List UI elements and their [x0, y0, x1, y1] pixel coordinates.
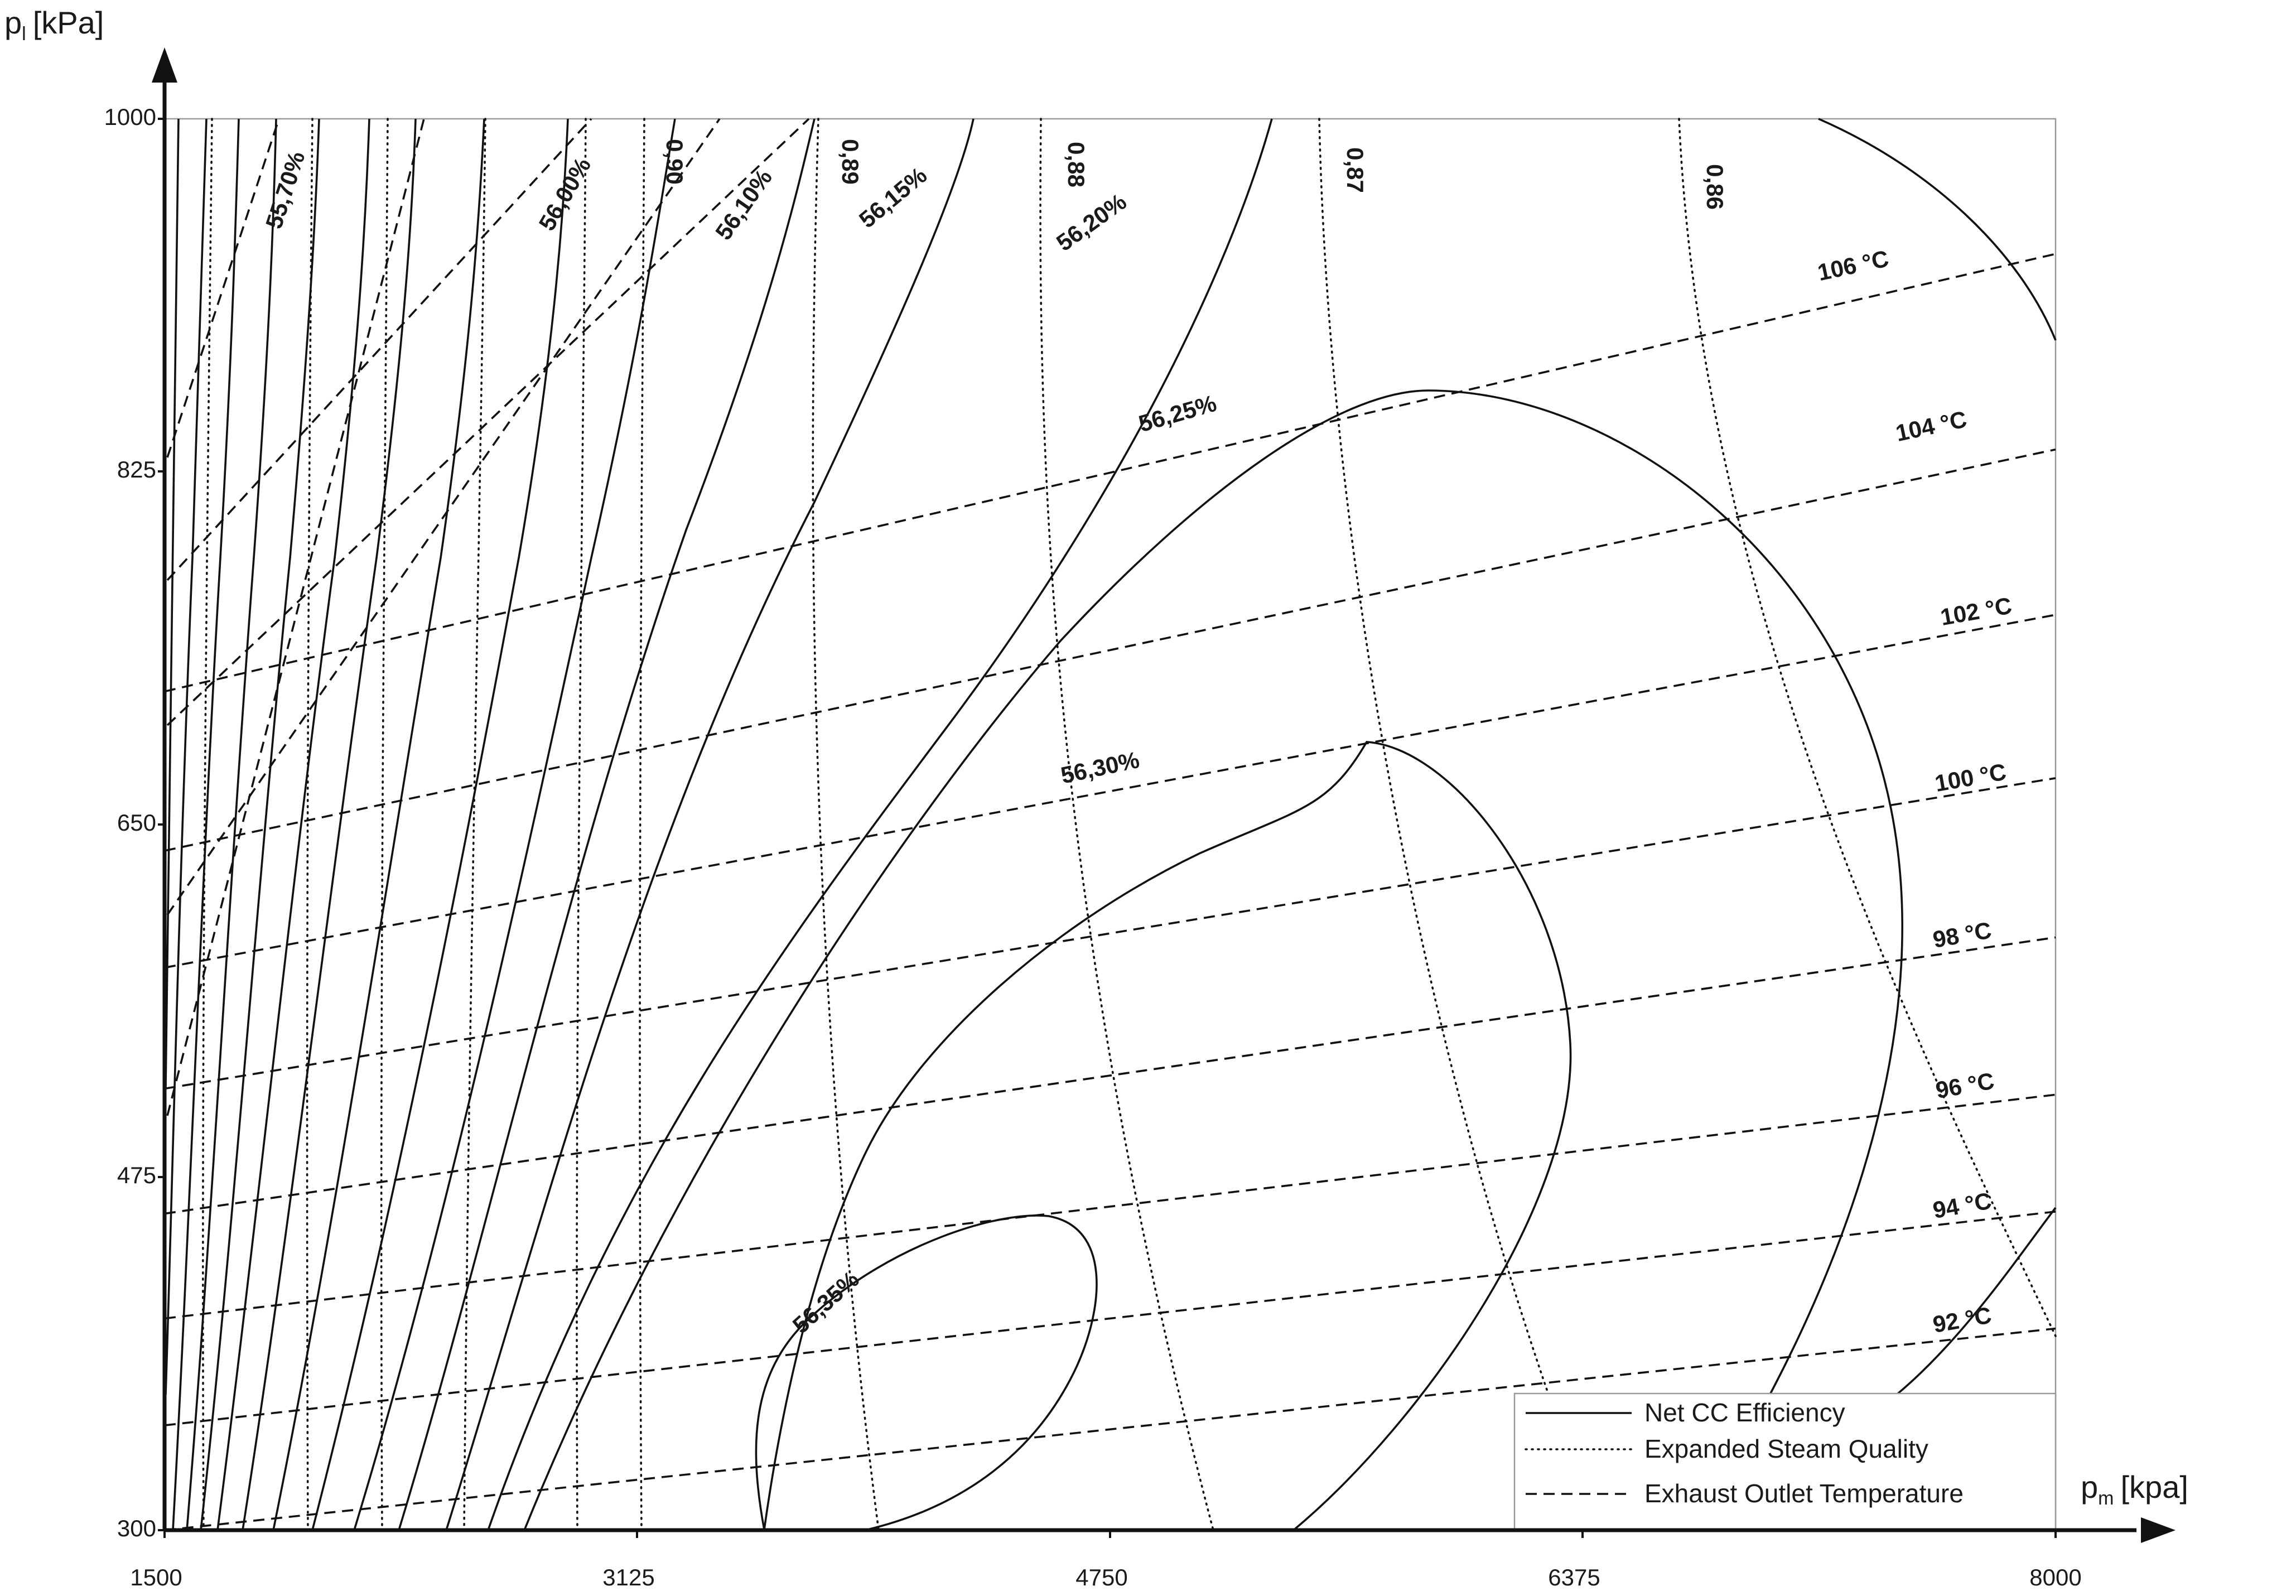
quality-contour-line: [1318, 118, 1571, 1457]
temperature-contour-line: [164, 936, 2056, 1215]
efficiency-contour-line: [523, 389, 1903, 1531]
efficiency-contour-line: [755, 1214, 1098, 1531]
y-tick-label: 300: [117, 1515, 156, 1541]
legend: Net CC Efficiency Expanded Steam Quality…: [1513, 1392, 2057, 1531]
y-axis-label-subscript: l: [22, 23, 26, 45]
efficiency-contour-label: 55,70%: [261, 148, 310, 232]
x-tick-label: 1500: [130, 1564, 182, 1590]
efficiency-contour-line: [311, 118, 569, 1531]
quality-contour-line: [576, 118, 587, 1531]
y-axis-label-symbol: p: [4, 5, 22, 40]
efficiency-contour-line: [172, 118, 240, 1531]
temperature-contour-line: [166, 118, 425, 1116]
contour-labels: 55,70% 56,00% 56,10% 56,15% 56,20%56,25%56,3…: [261, 139, 2014, 1338]
efficiency-contour-line: [1818, 118, 2057, 341]
temperature-contour-line: [166, 118, 280, 458]
temperature-contours: [164, 118, 2056, 1531]
y-tick-label: 475: [117, 1162, 156, 1188]
y-axis-ticks: 300 475 650 825 1000: [104, 104, 165, 1541]
temperature-contour-line: [164, 448, 2056, 852]
quality-contour-line: [639, 118, 645, 1531]
x-tick-label: 3125: [602, 1564, 654, 1590]
quality-contour-line: [1039, 118, 1214, 1531]
axes: [152, 47, 2176, 1543]
quality-contour-label: 0,87: [1342, 147, 1368, 193]
x-axis-label-subscript: m: [2098, 1488, 2114, 1509]
x-axis-ticks: 1500 3125 4750 6375 8000: [130, 1530, 2082, 1590]
temperature-contour-label: 106 °C: [1815, 245, 1891, 286]
legend-label-quality: Expanded Steam Quality: [1644, 1434, 1928, 1463]
efficiency-contours: [165, 118, 2057, 1531]
temperature-contour-label: 94 °C: [1931, 1187, 1993, 1223]
efficiency-contour-label: 56,10%: [710, 165, 777, 245]
temperature-contour-line: [164, 253, 2056, 693]
quality-contour-line: [463, 118, 486, 1531]
quality-contour-label: 0,88: [1063, 142, 1089, 187]
quality-contour-line: [1678, 118, 2057, 1337]
efficiency-contour-line: [165, 118, 180, 1088]
temperature-contour-line: [166, 118, 592, 581]
x-axis-label-symbol: p: [2081, 1469, 2098, 1505]
y-tick-label: 825: [117, 456, 156, 483]
efficiency-contour-line: [216, 118, 370, 1531]
x-axis-arrow: [2141, 1517, 2176, 1543]
y-tick-label: 1000: [104, 104, 156, 130]
efficiency-contour-line: [242, 118, 417, 1531]
quality-contour-line: [380, 118, 389, 1531]
quality-contour-line: [202, 118, 213, 1531]
efficiency-contour-line: [398, 118, 816, 1531]
temperature-contour-line: [164, 777, 2056, 1090]
temperature-contour-label: 96 °C: [1933, 1067, 1996, 1103]
efficiency-contour-label: 56,30%: [1058, 746, 1141, 789]
x-tick-label: 8000: [2029, 1564, 2081, 1590]
efficiency-contour-label: 56,25%: [1136, 390, 1219, 437]
y-axis-label-unit: [kPa]: [33, 5, 104, 40]
legend-label-temperature: Exhaust Outlet Temperature: [1644, 1479, 1964, 1508]
efficiency-contour-line: [165, 118, 208, 1395]
temperature-contour-label: 104 °C: [1893, 406, 1969, 446]
x-tick-label: 6375: [1548, 1564, 1600, 1590]
quality-contour-label: 0,90: [662, 139, 688, 185]
legend-label-efficiency: Net CC Efficiency: [1644, 1398, 1845, 1427]
x-axis-label-unit: [kpa]: [2120, 1469, 2188, 1505]
legend-box: [1513, 1392, 2057, 1531]
temperature-contour-label: 102 °C: [1938, 592, 2014, 630]
x-axis-label: pm [kpa]: [2081, 1469, 2188, 1509]
quality-contour-label: 0,89: [837, 139, 864, 185]
quality-contour-label: 0,86: [1702, 164, 1728, 210]
temperature-contour-label: 100 °C: [1933, 758, 2008, 797]
y-tick-label: 650: [117, 809, 156, 836]
efficiency-contour-line: [272, 118, 485, 1531]
efficiency-contour-line: [186, 118, 277, 1531]
x-tick-label: 4750: [1075, 1564, 1127, 1590]
efficiency-contour-label: 56,15%: [854, 162, 932, 233]
temperature-contour-line: [166, 118, 721, 916]
efficiency-contour-line: [445, 118, 975, 1531]
temperature-contour-line: [164, 1211, 2056, 1426]
efficiency-contour-line: [1895, 1207, 2057, 1396]
temperature-contour-label: 92 °C: [1931, 1301, 1993, 1338]
temperature-contour-line: [166, 118, 810, 726]
efficiency-contour-line: [763, 741, 1572, 1531]
efficiency-contour-label: 56,20%: [1051, 188, 1131, 256]
y-axis-arrow: [152, 47, 177, 83]
efficiency-contour-line: [353, 118, 676, 1531]
efficiency-contour-line: [200, 118, 320, 1531]
temperature-contour-line: [164, 1093, 2056, 1320]
temperature-contour-line: [164, 1327, 2056, 1531]
efficiency-contour-line: [487, 118, 1273, 1531]
y-axis-label: pl [kPa]: [4, 5, 104, 45]
